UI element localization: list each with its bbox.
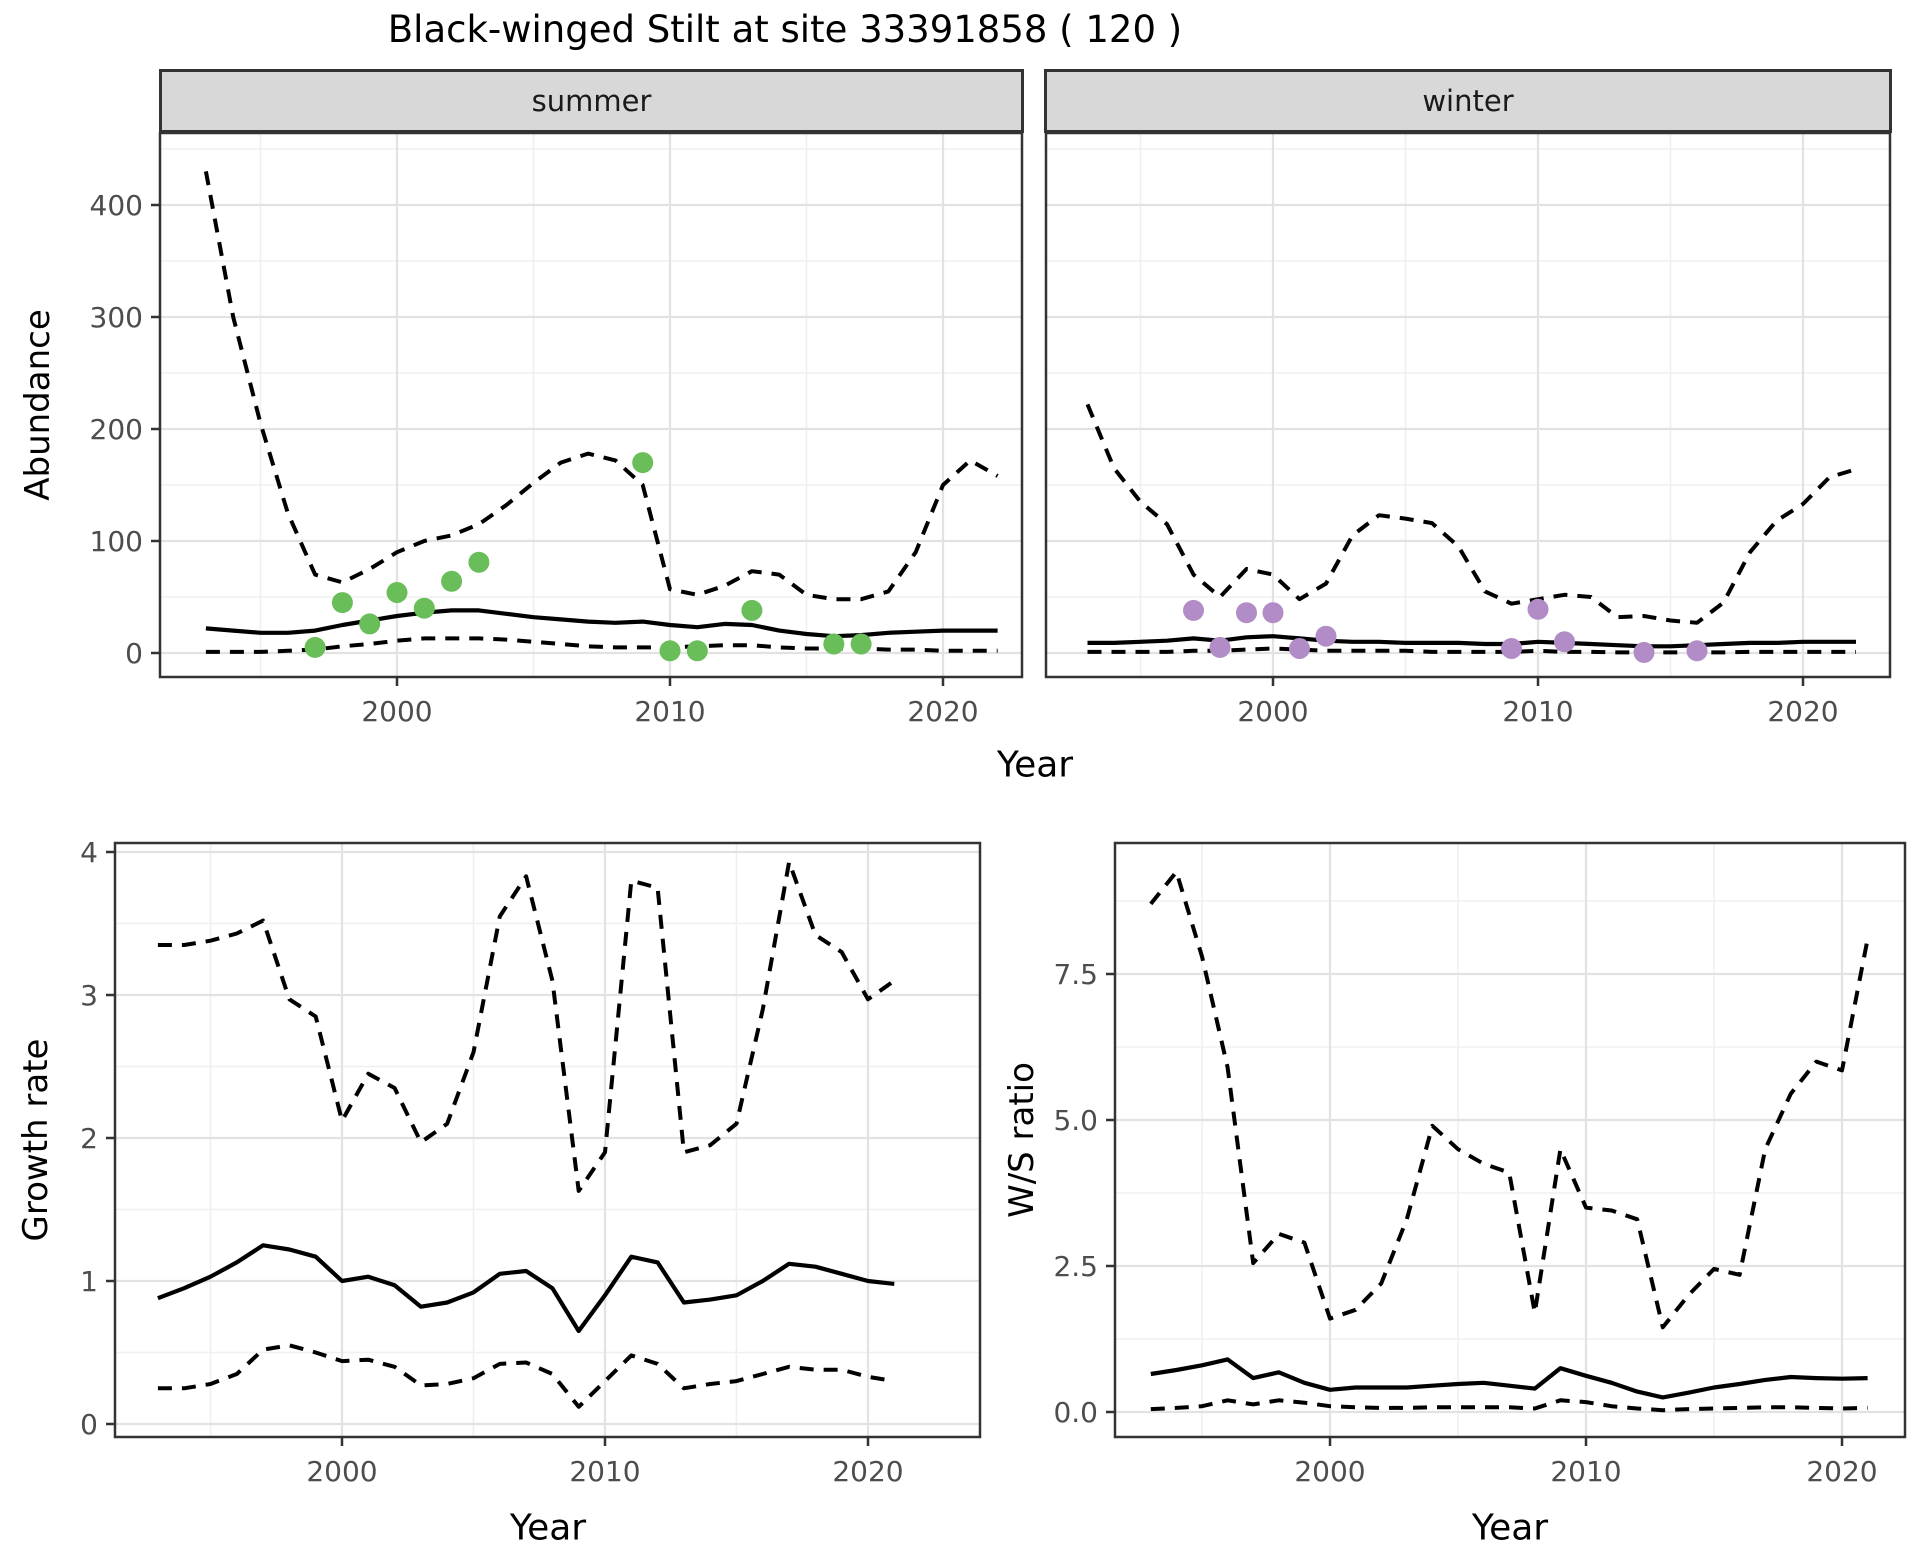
y-tick-label: 0	[80, 1408, 98, 1441]
growth-rate-median-line	[157, 1243, 895, 1334]
winter-observations-point	[1527, 598, 1549, 620]
panel-background	[1115, 843, 1905, 1437]
summer-observations-point	[386, 582, 408, 603]
y-tick-label: 0.0	[1053, 1396, 1098, 1429]
panel-background	[115, 843, 980, 1437]
x-tick-label: 2020	[1806, 1455, 1877, 1488]
summer-observations-point	[359, 613, 381, 635]
summer-observations-point	[741, 599, 763, 621]
panel-growth-rate: 2000 2010 2020 0 1 2 3 4	[80, 836, 982, 1488]
y-tick-label: 7.5	[1053, 958, 1098, 991]
facet-strip-summer: summer	[159, 69, 1024, 133]
x-tick-label: 2010	[569, 1455, 640, 1488]
y-tick-label: 4	[80, 836, 98, 869]
winter-observations-point	[1501, 638, 1522, 659]
growth-rate-lower-95ci-line	[157, 1343, 895, 1409]
ws-year-axis-title: Year	[1471, 1507, 1549, 1549]
top-year-axis-title: Year	[996, 744, 1074, 786]
ws-ratio-lower-95ci-line	[1150, 1398, 1868, 1413]
facet-strip-winter-label: winter	[1422, 84, 1514, 118]
x-tick-label: 2010	[1502, 695, 1573, 728]
summer-observations-point	[441, 570, 463, 592]
panel-background	[1046, 133, 1890, 677]
y-tick-label: 400	[90, 189, 143, 222]
x-tick-label: 2020	[1767, 695, 1838, 728]
x-tick-label: 2000	[361, 695, 432, 728]
summer-observations-point	[659, 640, 681, 662]
x-tick-label: 2000	[306, 1455, 377, 1488]
summer-observations-point	[823, 633, 845, 655]
winter-observations-point	[1236, 602, 1257, 624]
panel-ws-ratio: 2000 2010 2020 0.0 2.5 5.0 7.5	[1053, 841, 1907, 1488]
facet-strip-summer-label: summer	[531, 84, 652, 118]
summer-observations-point	[850, 633, 872, 655]
y-tick-label: 0	[125, 637, 143, 670]
summer-observations-point	[686, 640, 708, 662]
ws-ratio-median-line	[1150, 1357, 1868, 1400]
panel-abundance-winter: 2000 2010 2020	[1044, 131, 1892, 728]
panel-background	[160, 133, 1022, 677]
panel-border	[113, 841, 982, 1439]
y-tick-label: 100	[90, 525, 143, 558]
facet-strip-winter: winter	[1044, 69, 1892, 133]
summer-observations-point	[468, 551, 490, 573]
x-tick-label: 2020	[907, 695, 978, 728]
summer-observations-point	[413, 597, 435, 619]
panel-border	[1044, 131, 1892, 679]
summer-observations-point	[632, 452, 654, 474]
winter-observations-point	[1289, 638, 1310, 659]
winter-observations-point	[1633, 641, 1655, 663]
x-tick-label: 2020	[832, 1455, 903, 1488]
winter-observations-point	[1315, 625, 1337, 647]
winter-observations-point	[1209, 636, 1231, 658]
y-tick-label: 1	[80, 1265, 98, 1298]
growth-year-axis-title: Year	[509, 1507, 587, 1549]
y-tick-label: 2.5	[1053, 1250, 1098, 1283]
panel-border	[1113, 841, 1907, 1439]
y-tick-label: 2	[80, 1122, 98, 1155]
x-tick-label: 2000	[1294, 1455, 1365, 1488]
winter-observations-point	[1686, 640, 1708, 662]
y-tick-label: 300	[90, 301, 143, 334]
abundance-summer-upper-95ci-line	[203, 171, 999, 602]
winter-observations-point	[1554, 631, 1575, 653]
panel-abundance-summer: 2000 2010 2020 0 100 200 300 400	[90, 131, 1024, 728]
x-tick-label: 2000	[1237, 695, 1308, 728]
y-tick-label: 5.0	[1053, 1104, 1098, 1137]
summer-observations-point	[331, 592, 353, 614]
summer-observations-point	[304, 636, 326, 658]
winter-observations-point	[1183, 599, 1204, 621]
y-tick-label: 200	[90, 413, 143, 446]
growth-rate-upper-95ci-line	[157, 860, 896, 1193]
abundance-winter-upper-95ci-line	[1085, 403, 1857, 625]
winter-observations-point	[1262, 602, 1284, 624]
x-tick-label: 2010	[634, 695, 705, 728]
panel-border	[158, 131, 1024, 679]
plot-title: Black-winged Stilt at site 33391858 ( 12…	[387, 8, 1183, 51]
x-tick-label: 2010	[1550, 1455, 1621, 1488]
ws-ratio-upper-95ci-line	[1149, 869, 1870, 1330]
y-tick-label: 3	[80, 979, 98, 1012]
